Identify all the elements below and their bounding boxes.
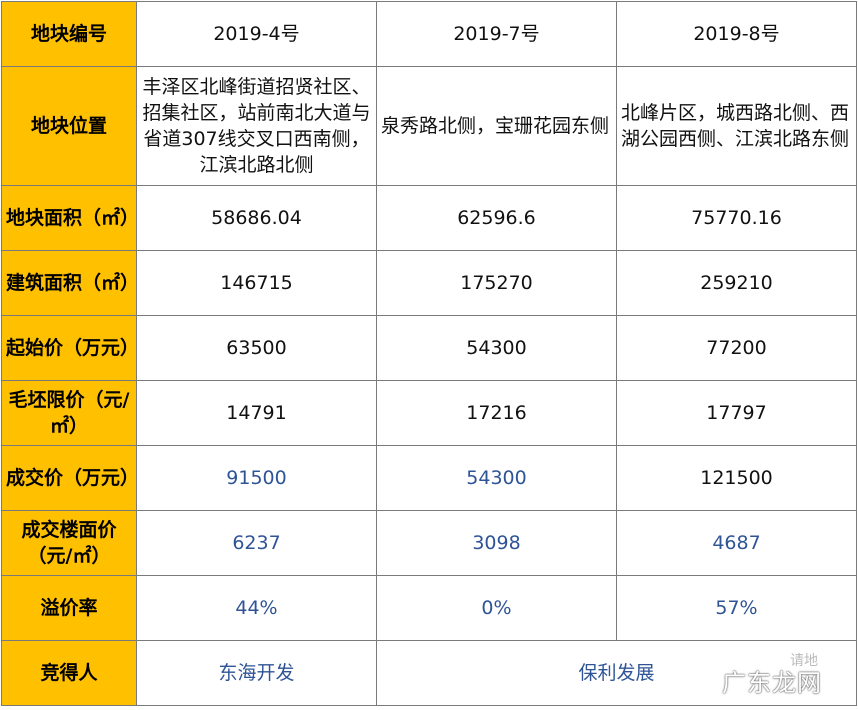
- table-cell: 17797: [616, 380, 857, 446]
- header-row: 地块编号 2019-4号 2019-7号 2019-8号: [1, 1, 857, 67]
- table-cell: 泉秀路北侧，宝珊花园东侧: [376, 66, 617, 186]
- table-row: 起始价（万元） 63500 54300 77200: [1, 315, 857, 381]
- table-cell: 121500: [616, 445, 857, 511]
- table-row: 毛坯限价（元/㎡） 14791 17216 17797: [1, 380, 857, 446]
- table-cell: 北峰片区，城西路北侧、西湖公园西侧、江滨北路东侧: [616, 66, 857, 186]
- row-label: 起始价（万元）: [1, 315, 139, 381]
- table-row: 地块位置 丰泽区北峰街道招贤社区、招集社区，站前南北大道与省道307线交叉口西南…: [1, 66, 857, 186]
- table-cell: 62596.6: [376, 185, 617, 251]
- table-cell: 东海开发: [136, 640, 377, 706]
- header-cell: 2019-4号: [136, 1, 377, 67]
- table-cell: 54300: [376, 445, 617, 511]
- table-row: 竞得人 东海开发 保利发展: [1, 640, 857, 706]
- watermark-small: 请地: [790, 653, 818, 669]
- table-row: 地块面积（㎡） 58686.04 62596.6 75770.16: [1, 185, 857, 251]
- table-cell: 259210: [616, 250, 857, 316]
- table-cell: 6237: [136, 510, 377, 576]
- table-cell: 146715: [136, 250, 377, 316]
- row-label: 成交价（万元）: [1, 445, 139, 511]
- table-row: 建筑面积（㎡） 146715 175270 259210: [1, 250, 857, 316]
- table-cell: 54300: [376, 315, 617, 381]
- table-cell: 44%: [136, 575, 377, 641]
- table-cell: 17216: [376, 380, 617, 446]
- header-cell: 2019-7号: [376, 1, 617, 67]
- table-row: 成交价（万元） 91500 54300 121500: [1, 445, 857, 511]
- table-cell: 75770.16: [616, 185, 857, 251]
- table-cell: 57%: [616, 575, 857, 641]
- table-cell: 4687: [616, 510, 857, 576]
- table-cell: 丰泽区北峰街道招贤社区、招集社区，站前南北大道与省道307线交叉口西南侧，江滨北…: [136, 66, 377, 186]
- row-label: 地块编号: [1, 1, 137, 67]
- row-label: 溢价率: [1, 575, 137, 641]
- table-cell: 14791: [136, 380, 377, 446]
- row-label: 竞得人: [1, 640, 137, 706]
- header-cell: 2019-8号: [616, 1, 857, 67]
- table-cell: 77200: [616, 315, 857, 381]
- table-cell: 175270: [376, 250, 617, 316]
- table-cell: 91500: [136, 445, 377, 511]
- table-cell: 3098: [376, 510, 617, 576]
- table-row: 成交楼面价（元/㎡） 6237 3098 4687: [1, 510, 857, 576]
- row-label: 毛坯限价（元/㎡）: [1, 380, 137, 446]
- row-label: 成交楼面价（元/㎡）: [1, 510, 137, 576]
- table-cell: 58686.04: [136, 185, 377, 251]
- table-cell: 0%: [376, 575, 617, 641]
- table-cell: 63500: [136, 315, 377, 381]
- watermark: 广东龙网: [722, 669, 822, 697]
- table-row: 溢价率 44% 0% 57%: [1, 575, 857, 641]
- row-label: 地块位置: [1, 66, 137, 186]
- table-cell: 保利发展: [376, 640, 857, 706]
- row-label: 地块面积（㎡）: [1, 185, 139, 251]
- row-label: 建筑面积（㎡）: [1, 250, 139, 316]
